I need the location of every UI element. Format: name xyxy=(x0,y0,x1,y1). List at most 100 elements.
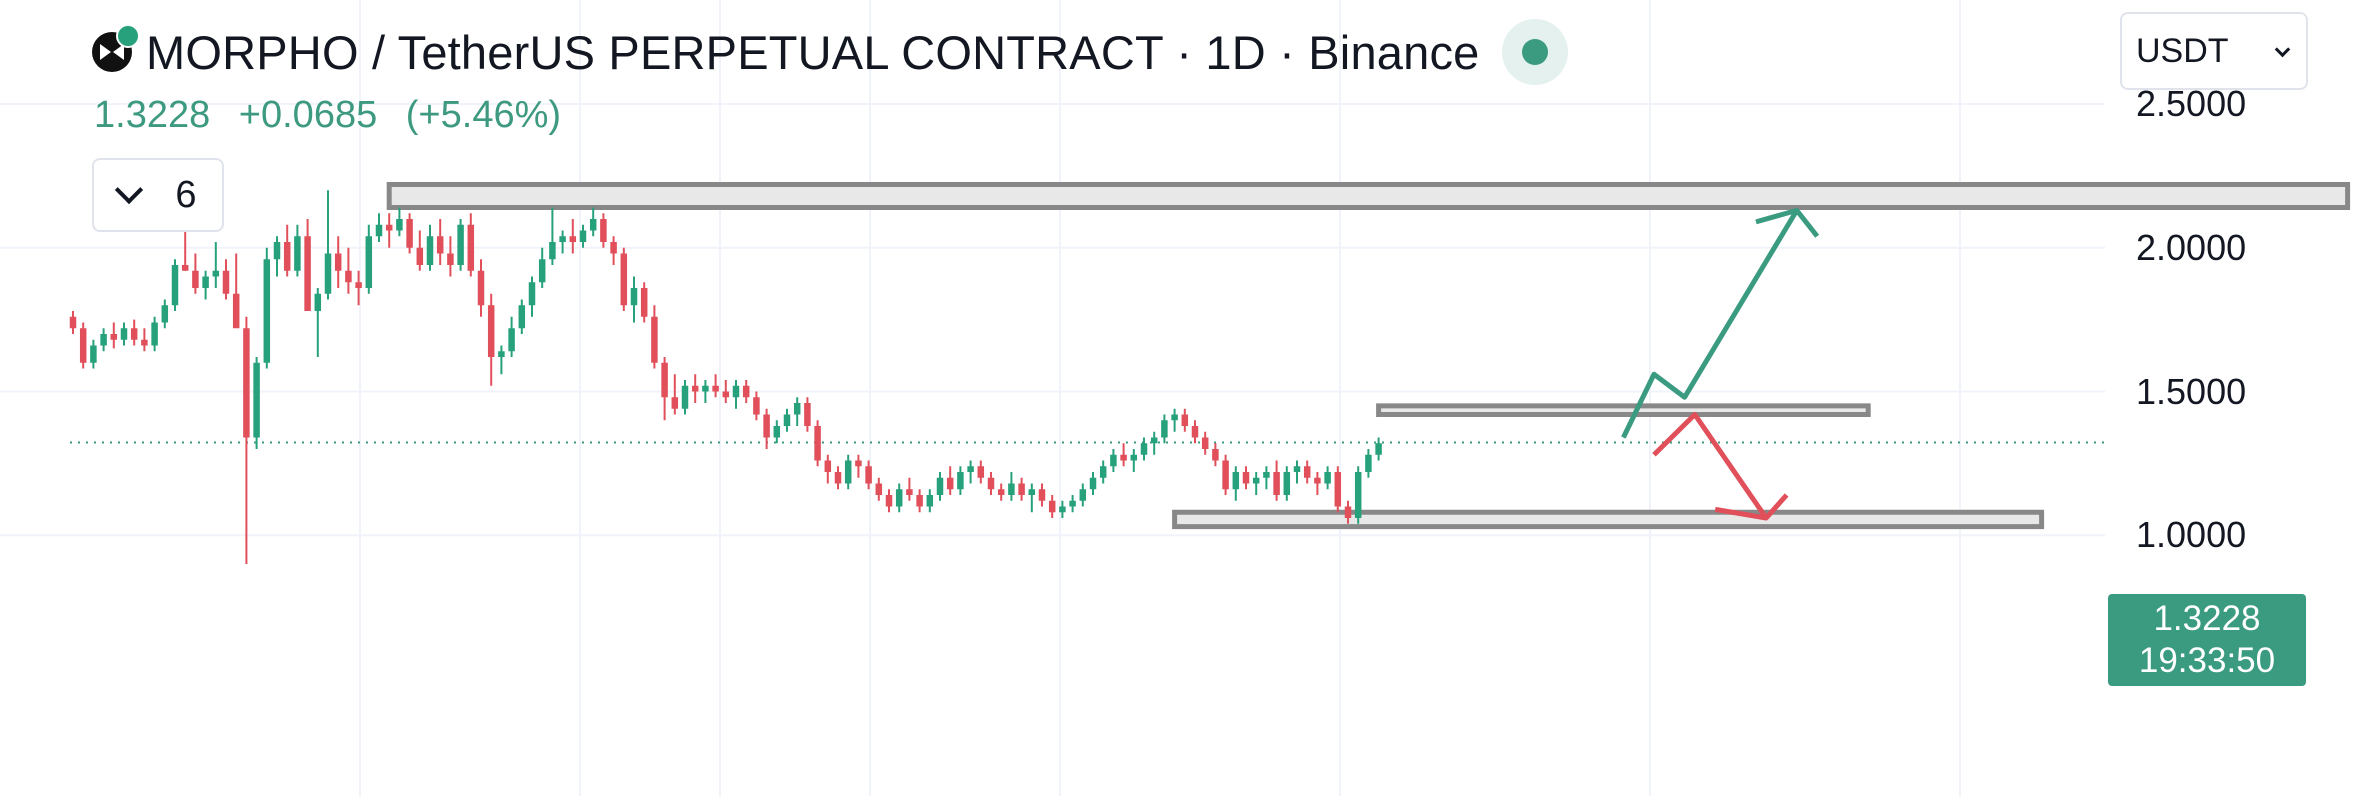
candle xyxy=(783,408,791,432)
current-price-tag: 1.3228 19:33:50 xyxy=(2108,594,2306,686)
candle xyxy=(192,253,199,294)
candle xyxy=(1161,414,1168,444)
candle-body xyxy=(1283,472,1291,495)
candle-body xyxy=(263,259,271,363)
candle xyxy=(1038,483,1046,507)
candle xyxy=(977,460,985,484)
candle xyxy=(569,219,577,254)
candle-body xyxy=(783,414,791,426)
candle-body xyxy=(1099,466,1107,478)
candle xyxy=(1069,495,1076,513)
candle-body xyxy=(1314,477,1321,484)
candle xyxy=(477,259,485,317)
candle-body xyxy=(1365,454,1372,472)
price-axis-tick-label: 1.0000 xyxy=(2136,514,2247,556)
candle xyxy=(855,454,862,478)
candle-body xyxy=(1334,472,1342,507)
candle-body xyxy=(1130,454,1138,461)
chevron-down-icon xyxy=(2274,41,2291,58)
candle xyxy=(141,328,148,352)
candle xyxy=(987,472,995,495)
candle xyxy=(1079,483,1087,507)
indicators-count: 6 xyxy=(175,173,197,216)
candle xyxy=(834,466,842,490)
candle-body xyxy=(1212,449,1219,461)
candle-body xyxy=(130,328,138,340)
candle xyxy=(702,380,709,403)
candle-body xyxy=(253,362,260,438)
candle xyxy=(100,328,107,352)
candle xyxy=(661,357,668,421)
candle xyxy=(1018,477,1025,501)
candle-body xyxy=(365,236,373,288)
candle-body xyxy=(916,495,923,507)
candle xyxy=(498,345,505,375)
candle xyxy=(538,247,546,288)
symbol-title[interactable]: MORPHO / TetherUS PERPETUAL CONTRACT · 1… xyxy=(146,25,1480,79)
candle xyxy=(1344,500,1352,524)
candle xyxy=(1324,466,1331,490)
candle-body xyxy=(192,270,199,288)
currency-select[interactable]: USDT xyxy=(2120,12,2308,90)
candle-body xyxy=(824,460,832,472)
candle xyxy=(508,316,515,357)
candle xyxy=(69,311,77,334)
bearish-projection-arrow xyxy=(1652,412,1769,520)
symbol-header: MORPHO / TetherUS PERPETUAL CONTRACT · 1… xyxy=(92,19,1568,85)
candle xyxy=(151,316,158,352)
candle xyxy=(936,472,944,501)
candle-body xyxy=(793,403,801,415)
candle xyxy=(1273,460,1280,501)
candle-body xyxy=(651,316,658,363)
candle-body xyxy=(691,385,699,392)
candle xyxy=(161,299,169,329)
candle-body xyxy=(1089,477,1097,490)
candle-body xyxy=(610,242,617,254)
candle-body xyxy=(865,466,872,484)
candle-body xyxy=(385,224,393,231)
candle-body xyxy=(294,236,301,271)
candle xyxy=(753,391,760,421)
candle xyxy=(875,477,883,501)
candle-body xyxy=(630,288,638,306)
candle-body xyxy=(79,328,87,363)
candle-body xyxy=(518,305,526,329)
candle-body xyxy=(1201,437,1209,449)
candle xyxy=(385,213,393,248)
candle xyxy=(365,224,373,294)
bearish-arrowhead xyxy=(1714,493,1789,521)
candle-body xyxy=(161,305,169,323)
candle-body xyxy=(895,489,903,507)
candle xyxy=(457,219,464,271)
candle-body xyxy=(1232,472,1240,490)
candle-body xyxy=(763,414,770,438)
candle-body xyxy=(212,270,220,277)
candle-body xyxy=(171,265,179,306)
candle xyxy=(1283,466,1291,501)
support-zone-bottom xyxy=(1172,509,2045,530)
candle-body xyxy=(324,253,332,294)
candle-body xyxy=(1110,454,1117,467)
candle xyxy=(691,374,699,403)
candle xyxy=(579,224,587,248)
candle-body xyxy=(1059,506,1066,513)
candle xyxy=(967,460,974,484)
candle-body xyxy=(1344,506,1352,518)
candle-body xyxy=(589,219,597,231)
candle-body xyxy=(997,489,1005,495)
candle xyxy=(1232,466,1240,501)
market-status-indicator[interactable] xyxy=(1501,19,1568,85)
chevron-down-icon xyxy=(115,175,144,205)
candle xyxy=(334,236,342,288)
indicators-toggle-button[interactable]: 6 xyxy=(92,158,224,232)
candle-body xyxy=(1140,443,1148,455)
candle xyxy=(426,224,434,271)
candle-body xyxy=(1324,472,1331,484)
candle-body xyxy=(855,460,862,467)
candle xyxy=(1181,408,1189,432)
price-summary: 1.3228 +0.0685 (+5.46%) xyxy=(94,94,561,137)
candle-body xyxy=(202,276,209,288)
candle xyxy=(671,374,679,415)
candle xyxy=(110,322,118,349)
